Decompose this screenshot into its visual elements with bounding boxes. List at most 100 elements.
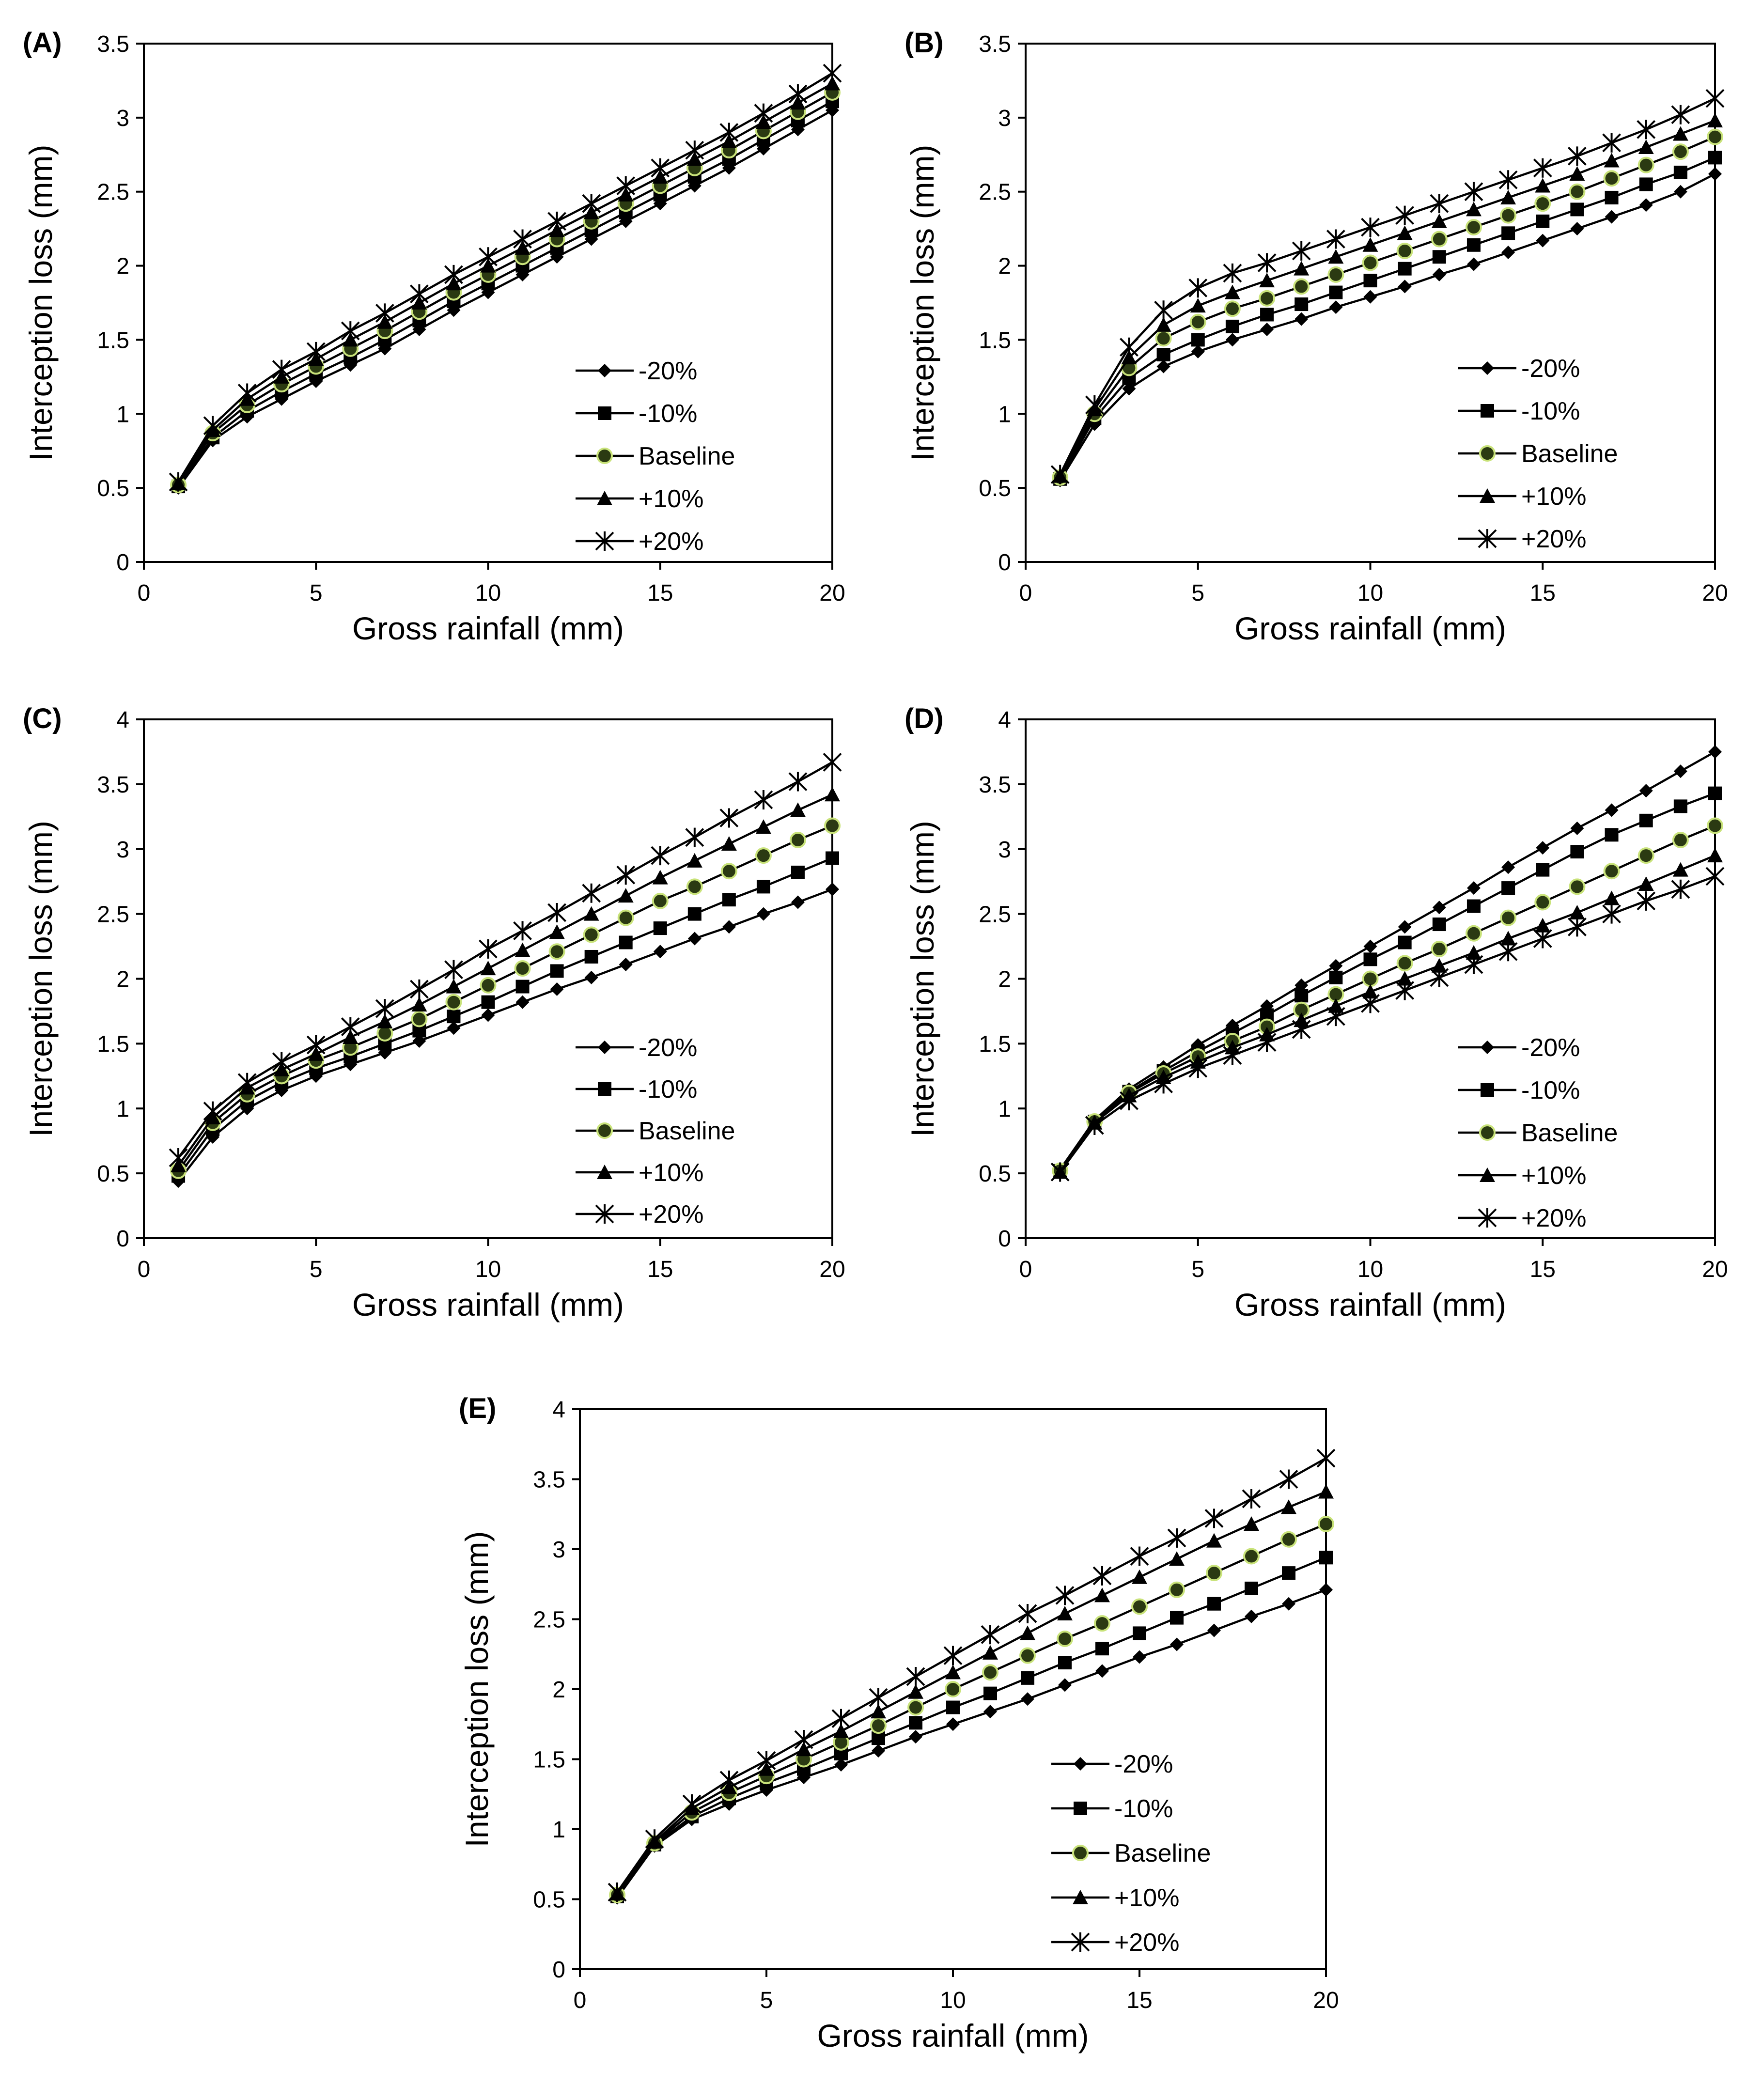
data-point	[719, 123, 739, 142]
y-tick-label: 0	[552, 1957, 565, 1983]
data-point	[1396, 955, 1413, 972]
x-tick-label: 15	[1530, 580, 1556, 606]
data-point	[1295, 297, 1309, 311]
data-point	[584, 949, 598, 964]
data-point	[412, 1034, 426, 1048]
data-point	[1673, 764, 1687, 778]
legend-item: +20%	[1051, 1929, 1179, 1957]
data-point	[1398, 262, 1412, 276]
data-point	[1533, 929, 1552, 949]
data-point	[907, 1699, 924, 1716]
data-point	[515, 980, 530, 994]
data-point	[1567, 146, 1587, 166]
legend-label: Baseline	[639, 442, 735, 470]
data-point	[375, 303, 394, 323]
data-point	[1280, 1531, 1297, 1548]
data-point	[1191, 333, 1205, 347]
data-point	[1569, 183, 1586, 200]
data-point	[1671, 879, 1690, 899]
data-point	[1397, 971, 1413, 986]
data-point	[1672, 862, 1688, 877]
data-point	[583, 926, 600, 943]
data-point	[1534, 195, 1551, 212]
data-point	[1170, 1637, 1184, 1651]
data-point	[1569, 904, 1585, 919]
data-point	[1605, 210, 1619, 224]
data-point	[945, 1664, 961, 1680]
legend-marker	[597, 491, 612, 505]
data-point	[1430, 194, 1449, 214]
data-point	[1671, 105, 1690, 124]
data-point	[1318, 1484, 1334, 1499]
legend-label: -20%	[639, 1034, 697, 1062]
data-point	[653, 921, 667, 935]
data-point	[617, 909, 634, 926]
data-point	[1604, 890, 1620, 905]
y-axis-title: Interception loss (mm)	[905, 145, 940, 461]
data-point	[1191, 344, 1205, 358]
data-point	[1501, 860, 1515, 874]
y-tick-label: 1	[552, 1817, 565, 1843]
data-point	[582, 883, 601, 903]
data-point	[721, 836, 737, 851]
data-point	[791, 865, 805, 879]
data-point	[1189, 313, 1206, 330]
data-point	[1432, 901, 1446, 915]
data-point	[1361, 994, 1380, 1013]
data-point	[754, 103, 773, 123]
y-tick-label: 0.5	[97, 476, 129, 501]
data-point	[1432, 918, 1446, 932]
data-point	[1501, 881, 1515, 895]
y-tick-label: 3.5	[533, 1467, 565, 1493]
data-point	[1672, 143, 1689, 160]
data-point	[790, 802, 806, 817]
legend-marker	[598, 1082, 611, 1096]
data-point	[1500, 189, 1516, 204]
chart-panel-1: (A) 0 0.5 1 1.5 2 2.5 3 3.5 0 5 10 15 20 Gross rainfal…	[23, 27, 845, 646]
data-point	[1204, 1509, 1224, 1528]
legend-item: +10%	[1458, 1162, 1586, 1190]
data-point	[720, 863, 737, 880]
x-tick-label: 10	[1357, 580, 1383, 606]
legend-item: -20%	[1458, 1034, 1580, 1062]
data-point	[1058, 1656, 1072, 1670]
data-point	[1131, 1598, 1148, 1615]
x-tick-label: 5	[310, 1257, 323, 1282]
data-point	[1085, 395, 1104, 415]
data-point	[1431, 213, 1447, 228]
data-point	[826, 882, 839, 896]
data-point	[788, 84, 808, 104]
data-point	[1130, 1546, 1149, 1566]
data-point	[272, 359, 291, 379]
legend-item: Baseline	[1458, 1119, 1618, 1147]
data-point	[343, 1029, 359, 1044]
data-point	[945, 1681, 961, 1697]
data-point	[1397, 225, 1413, 240]
data-point	[1295, 989, 1309, 1003]
y-tick-label: 0.5	[533, 1887, 565, 1913]
legend-marker	[1481, 361, 1494, 375]
data-point	[1188, 1058, 1208, 1078]
data-point	[869, 1688, 888, 1708]
data-point	[1361, 218, 1380, 237]
y-tick-label: 2.5	[533, 1607, 565, 1633]
data-point	[1094, 1615, 1110, 1632]
data-point	[1206, 1565, 1222, 1582]
data-point	[1570, 845, 1584, 859]
data-point	[1242, 1489, 1261, 1509]
series-line	[1059, 119, 1716, 477]
series-plus10pct	[1052, 112, 1723, 483]
data-point	[1223, 1045, 1242, 1065]
data-point	[1464, 182, 1483, 202]
data-point	[1120, 1091, 1139, 1111]
y-tick-label: 0	[998, 1226, 1011, 1252]
data-point	[1133, 1650, 1146, 1664]
legend-marker	[596, 448, 613, 464]
y-tick-label: 2.5	[979, 902, 1011, 928]
data-point	[1466, 238, 1481, 252]
data-point	[686, 878, 703, 895]
legend: -20% -10% Baseline +10% +20%	[1458, 355, 1618, 553]
data-point	[411, 1011, 428, 1027]
legend-label: +20%	[1521, 525, 1586, 553]
data-point	[1638, 847, 1654, 864]
